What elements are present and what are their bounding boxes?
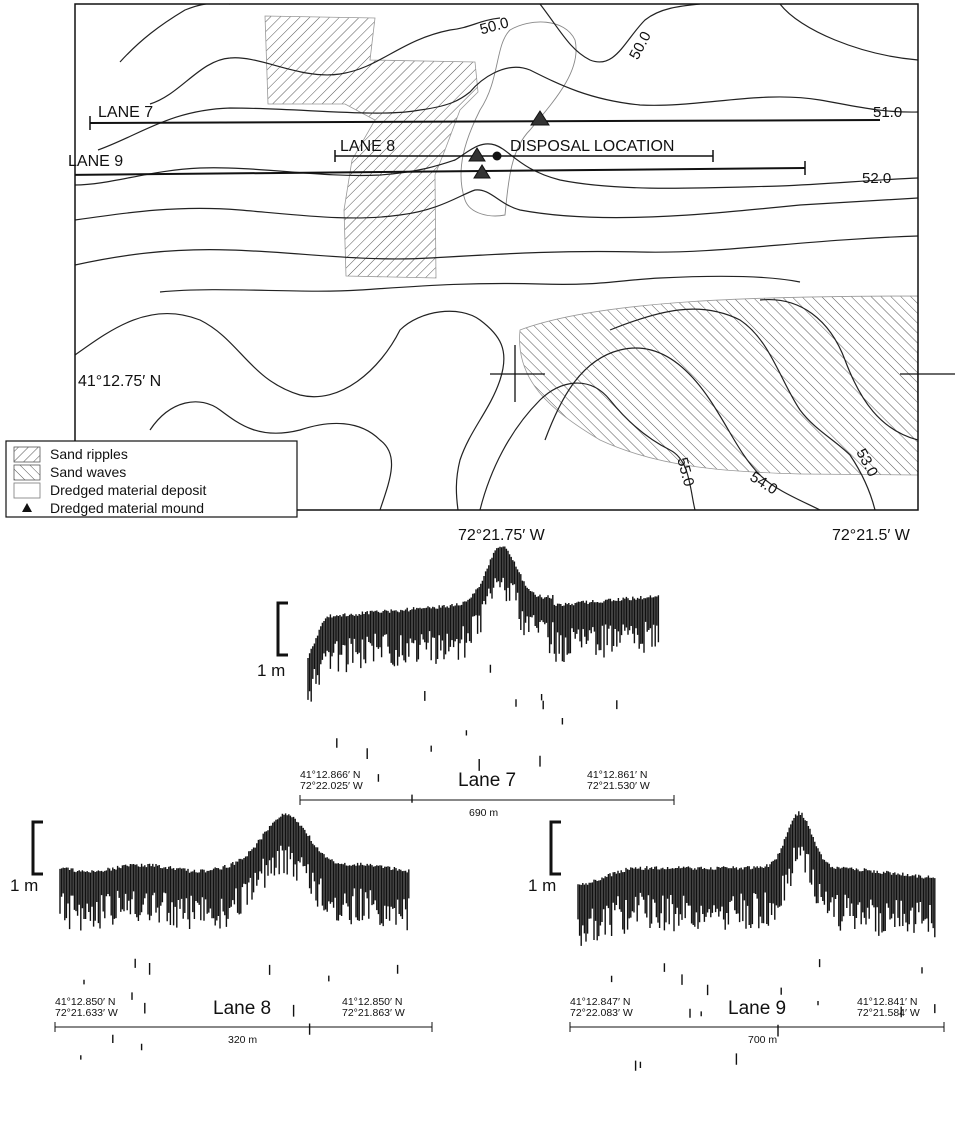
lane-8-right-lat: 41°12.850′ N [342,996,402,1008]
lane-8-right-lon: 72°21.863′ W [342,1007,405,1019]
contour-label-51: 51.0 [873,104,902,121]
contour-label-50-east: 50.0 [626,29,655,63]
map-frame [74,3,919,511]
echo-9-trace [577,811,936,1071]
legend-label-sand-waves: Sand waves [50,464,126,480]
grid-crosshairs [490,345,918,402]
contour-53 [609,308,876,510]
sand-waves-swatch [13,464,41,481]
contour-52b [75,189,918,221]
map-legend: Sand ripples Sand waves Dredged material… [5,440,298,518]
scale-bracket-lane-7 [276,601,288,657]
contour-54 [544,347,821,510]
echo-7-trace [307,546,660,803]
contour-north-1 [119,4,230,63]
lane-9-label: LANE 9 [68,153,123,170]
contour-mid-1 [75,235,918,266]
lane-9-right-lon: 72°21.584′ W [857,1007,920,1019]
lane-7-right-lat: 41°12.861′ N [587,769,647,781]
lane-7-distance-label: 690 m [469,807,498,819]
legend-label-dredged-mound: Dredged material mound [50,500,204,516]
echogram-lane-9 [577,811,936,1071]
bathymetry-map: LANE 7 LANE 8 LANE 9 DISPOSAL LOCATION 5… [68,3,955,544]
contour-51 [97,66,918,151]
lane-9-left-lat: 41°12.847′ N [570,996,630,1008]
contour-lines [75,4,918,510]
sand-waves-area-south [519,295,918,476]
longitude-label-center: 72°21.75′ W [458,527,546,544]
contour-label-50-west: 50.0 [478,14,511,38]
mound-triangle-icon [22,503,32,512]
contour-south-sw [149,401,393,510]
lane-8-left-lon: 72°21.633′ W [55,1007,118,1019]
lane-8-label: LANE 8 [340,138,395,155]
map-content [75,4,918,510]
sand-ripples-swatch [13,446,41,463]
lane-8-distance-label: 320 m [228,1034,257,1046]
contour-55 [479,382,696,510]
dredged-deposit-outline [460,21,577,217]
lane-9-right-lat: 41°12.841′ N [857,996,917,1008]
latitude-label: 41°12.75′ N [78,373,161,390]
echogram-lane-7 [307,546,660,803]
contour-south-west [75,310,505,510]
contour-52 [75,143,918,189]
echogram-lane-8 [59,813,410,1060]
disposal-location-label: DISPOSAL LOCATION [510,138,674,155]
mound-marker-lane9 [473,164,491,179]
lane-7-label: LANE 7 [98,104,153,121]
contour-label-52: 52.0 [862,170,891,187]
scale-bracket-lane-9 [549,820,561,876]
lane-9-title: Lane 9 [728,998,786,1019]
mound-marker-lane8 [468,147,486,162]
scale-bracket-lane-8 [31,820,43,876]
legend-label-dredged-deposit: Dredged material deposit [50,482,207,498]
scale-label-lane-8: 1 m [10,876,38,895]
legend-label-sand-ripples: Sand ripples [50,446,128,462]
profile-lane-9: 1 m 41°12.847′ N 72°22.083′ W Lane 9 41°… [528,811,945,1071]
deposit-swatch [13,482,41,499]
longitude-label-right: 72°21.5′ W [832,527,911,544]
lane-7-left-lon: 72°22.025′ W [300,780,363,792]
profile-lane-8: 1 m 41°12.850′ N 72°21.633′ W Lane 8 41°… [10,813,433,1060]
contour-label-55: 55.0 [673,456,697,489]
contour-south-east [759,298,918,441]
lane-8-left-lat: 41°12.850′ N [55,996,115,1008]
lane-7-left-lat: 41°12.866′ N [300,769,360,781]
echo-8-trace [59,813,410,1060]
lane-7-title: Lane 7 [458,770,516,791]
lane-8-title: Lane 8 [213,998,271,1019]
contour-mid-2 [159,275,801,293]
lane-9-line [75,167,806,176]
lane-7-line [89,119,881,124]
lane-9-left-lon: 72°22.083′ W [570,1007,633,1019]
lane-7-right-lon: 72°21.530′ W [587,780,650,792]
legend-box [5,440,298,518]
mound-marker-lane7 [530,110,550,126]
contour-50-west [149,17,501,105]
contour-50-east [539,4,701,63]
scale-label-lane-9: 1 m [528,876,556,895]
lane-9-distance-label: 700 m [748,1034,777,1046]
contour-north-ne [779,4,918,61]
survey-lanes [75,116,881,176]
scale-label-lane-7: 1 m [257,661,285,680]
profile-lane-7: 1 m 41°12.866′ N 72°22.025′ W Lane 7 41°… [257,546,675,819]
sand-ripples-area-north [264,15,479,279]
disposal-location-point [492,151,502,161]
